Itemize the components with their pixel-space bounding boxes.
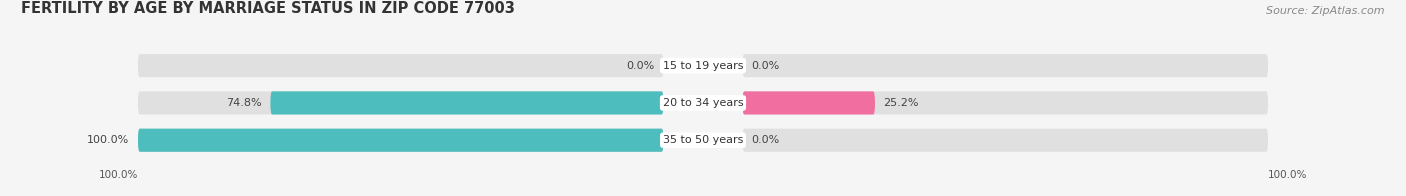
Text: 0.0%: 0.0% [627, 61, 655, 71]
FancyBboxPatch shape [742, 54, 1268, 77]
Text: 74.8%: 74.8% [226, 98, 262, 108]
FancyBboxPatch shape [742, 129, 1268, 152]
FancyBboxPatch shape [138, 54, 664, 77]
Text: 0.0%: 0.0% [751, 61, 779, 71]
Text: 35 to 50 years: 35 to 50 years [662, 135, 744, 145]
FancyBboxPatch shape [742, 91, 1268, 114]
FancyBboxPatch shape [270, 91, 664, 114]
Text: 15 to 19 years: 15 to 19 years [662, 61, 744, 71]
Text: 0.0%: 0.0% [751, 135, 779, 145]
Text: 100.0%: 100.0% [98, 170, 138, 180]
Text: 20 to 34 years: 20 to 34 years [662, 98, 744, 108]
Text: FERTILITY BY AGE BY MARRIAGE STATUS IN ZIP CODE 77003: FERTILITY BY AGE BY MARRIAGE STATUS IN Z… [21, 1, 515, 16]
FancyBboxPatch shape [138, 91, 664, 114]
Text: 100.0%: 100.0% [1268, 170, 1308, 180]
FancyBboxPatch shape [138, 129, 664, 152]
Text: 100.0%: 100.0% [87, 135, 129, 145]
Text: 25.2%: 25.2% [883, 98, 920, 108]
Text: Source: ZipAtlas.com: Source: ZipAtlas.com [1267, 6, 1385, 16]
FancyBboxPatch shape [742, 91, 875, 114]
FancyBboxPatch shape [138, 129, 664, 152]
